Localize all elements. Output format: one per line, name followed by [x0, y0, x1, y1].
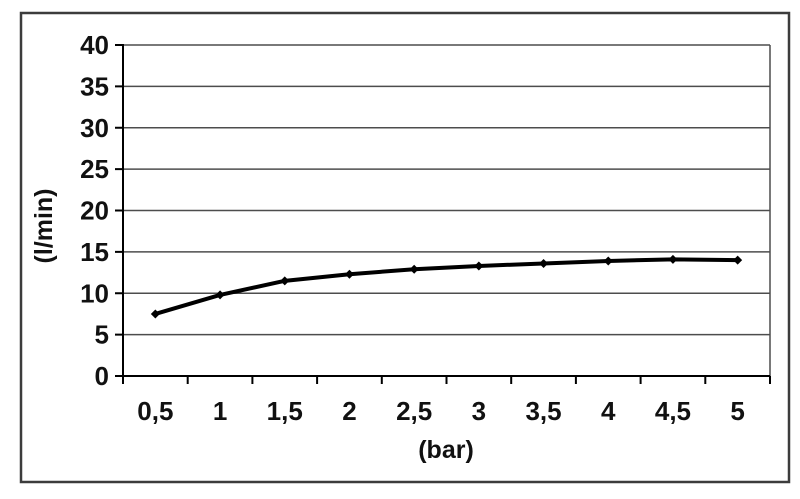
- data-point-marker: [474, 261, 484, 271]
- tick-marks-layer: [115, 44, 771, 384]
- y-tick-label: 0: [95, 361, 109, 391]
- x-tick-label: 0,5: [137, 396, 173, 426]
- y-tick-label: 25: [80, 154, 109, 184]
- y-tick-label: 30: [80, 113, 109, 143]
- x-tick-label: 4,5: [655, 396, 691, 426]
- y-tick-label: 35: [80, 71, 109, 101]
- x-axis-title: (bar): [418, 436, 474, 464]
- data-series-line: [153, 257, 740, 316]
- data-point-marker: [733, 255, 743, 265]
- data-point-marker: [280, 276, 290, 286]
- x-tick-label: 1: [213, 396, 227, 426]
- y-tick-label: 10: [80, 278, 109, 308]
- x-tick-label: 3: [472, 396, 486, 426]
- data-point-marker: [539, 258, 549, 268]
- data-series-layer: [150, 254, 743, 319]
- y-axis-title: (l/min): [30, 189, 58, 264]
- data-point-marker: [668, 254, 678, 264]
- y-tick-label: 40: [80, 30, 109, 60]
- x-tick-label: 2: [342, 396, 356, 426]
- x-tick-label: 3,5: [525, 396, 561, 426]
- data-point-marker: [344, 269, 354, 279]
- x-tick-label: 4: [601, 396, 616, 426]
- x-tick-label: 1,5: [267, 396, 303, 426]
- data-point-marker: [215, 290, 225, 300]
- y-tick-label: 20: [80, 196, 109, 226]
- y-tick-label: 15: [80, 237, 109, 267]
- x-tick-label: 2,5: [396, 396, 432, 426]
- data-point-marker: [150, 309, 160, 319]
- x-tick-label: 5: [730, 396, 744, 426]
- tick-labels-layer: 0 5 10 15 20 25 30 35 40 0,5 1 1,5 2 2,5 3 3,5 4 4,5 5: [80, 30, 745, 426]
- data-point-marker: [603, 256, 613, 266]
- y-tick-label: 5: [95, 320, 109, 350]
- chart-frame: [19, 11, 791, 484]
- data-point-marker: [409, 264, 419, 274]
